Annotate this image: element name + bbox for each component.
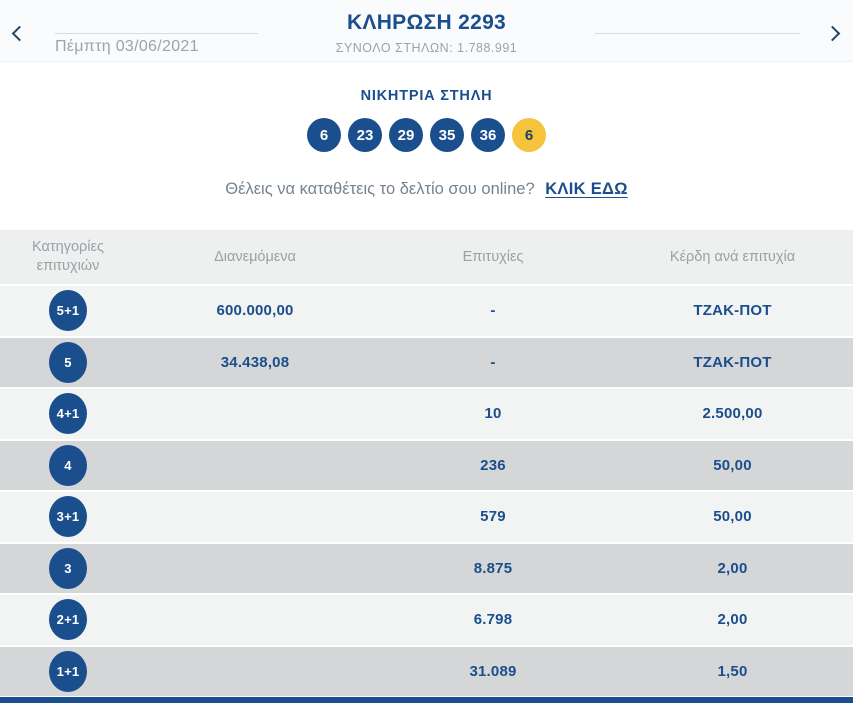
draw-date-label: Πέμπτη 03/06/2021 [55, 38, 199, 55]
wins-cell: 579 [480, 508, 506, 526]
draw-header-center: ΚΛΗΡΩΣΗ 2293 ΣΥΝΟΛΟ ΣΤΗΛΩΝ: 1.788.991 [0, 0, 853, 55]
prize-cell: ΤΖΑΚ-ΠΟΤ [693, 302, 772, 320]
wins-cell: - [490, 353, 496, 371]
draw-title: ΚΛΗΡΩΣΗ 2293 [346, 11, 507, 34]
wins-cell: 236 [480, 456, 506, 474]
previous-draw-divider [55, 33, 258, 34]
wins-cell: 10 [484, 405, 502, 423]
click-here-link[interactable]: ΚΛΙΚ ΕΔΩ [545, 180, 628, 198]
prize-cell: 2.500,00 [702, 405, 763, 423]
next-draw-divider [595, 33, 800, 34]
prize-row-5plus1: 5+1 600.000,00 - ΤΖΑΚ-ΠΟΤ [0, 284, 853, 336]
winning-number-ball-4: 35 [430, 118, 464, 152]
prize-row-2plus1: 2+1 6.798 2,00 [0, 593, 853, 645]
category-badge: 4 [49, 444, 87, 486]
prize-row-5: 5 34.438,08 - ΤΖΑΚ-ΠΟΤ [0, 335, 853, 387]
prize-table: Κατηγορίες επιτυχιών Διανεμόμενα Επιτυχί… [0, 230, 853, 696]
prize-cell: 2,00 [717, 611, 748, 629]
category-badge: 2+1 [49, 599, 87, 641]
prize-table-header: Κατηγορίες επιτυχιών Διανεμόμενα Επιτυχί… [0, 230, 853, 284]
wins-cell: 8.875 [473, 559, 513, 577]
chevron-right-icon [824, 25, 840, 41]
next-draw-button[interactable] [821, 20, 847, 46]
wins-cell: - [490, 302, 496, 320]
total-columns-label: ΣΥΝΟΛΟ ΣΤΗΛΩΝ: 1.788.991 [335, 41, 518, 55]
winning-number-ball-2: 23 [348, 118, 382, 152]
header-categories: Κατηγορίες επιτυχιών [32, 239, 104, 274]
prize-row-1plus1: 1+1 31.089 1,50 [0, 644, 853, 696]
online-question-text: Θέλεις να καταθέτεις το δελτίο σου onlin… [225, 180, 535, 198]
category-badge: 5 [49, 341, 87, 383]
prize-row-3: 3 8.875 2,00 [0, 541, 853, 593]
header-prize-per-win: Κέρδη ανά επιτυχία [669, 248, 796, 265]
prize-cell: 1,50 [717, 662, 748, 680]
winning-number-ball-1: 6 [307, 118, 341, 152]
wins-cell: 31.089 [469, 662, 517, 680]
joker-number-ball: 6 [512, 118, 546, 152]
prize-cell: ΤΖΑΚ-ΠΟΤ [693, 353, 772, 371]
winning-column-title: ΝΙΚΗΤΡΙΑ ΣΤΗΛΗ [360, 88, 493, 104]
winning-number-ball-3: 29 [389, 118, 423, 152]
prize-cell: 50,00 [713, 508, 752, 526]
category-badge: 3+1 [49, 496, 87, 538]
winning-numbers-row: 6 23 29 35 36 6 [0, 118, 853, 152]
prize-row-3plus1: 3+1 579 50,00 [0, 490, 853, 542]
category-badge: 4+1 [49, 393, 87, 435]
category-badge: 3 [49, 547, 87, 589]
online-submit-line: Θέλεις να καταθέτεις το δελτίο σου onlin… [0, 180, 853, 199]
prize-cell: 2,00 [717, 559, 748, 577]
prize-row-4plus1: 4+1 10 2.500,00 [0, 387, 853, 439]
header-wins: Επιτυχίες [462, 248, 524, 265]
prize-row-4: 4 236 50,00 [0, 438, 853, 490]
draw-navigation-header: Πέμπτη 03/06/2021 ΚΛΗΡΩΣΗ 2293 ΣΥΝΟΛΟ ΣΤ… [0, 0, 853, 62]
wins-cell: 6.798 [473, 611, 513, 629]
category-badge: 1+1 [49, 650, 87, 692]
prize-cell: 50,00 [713, 456, 752, 474]
header-distributed: Διανεμόμενα [214, 248, 296, 265]
bottom-accent-bar [0, 697, 853, 703]
winning-number-ball-5: 36 [471, 118, 505, 152]
distributed-cell: 34.438,08 [220, 353, 290, 371]
category-badge: 5+1 [49, 290, 87, 332]
distributed-cell: 600.000,00 [216, 302, 294, 320]
